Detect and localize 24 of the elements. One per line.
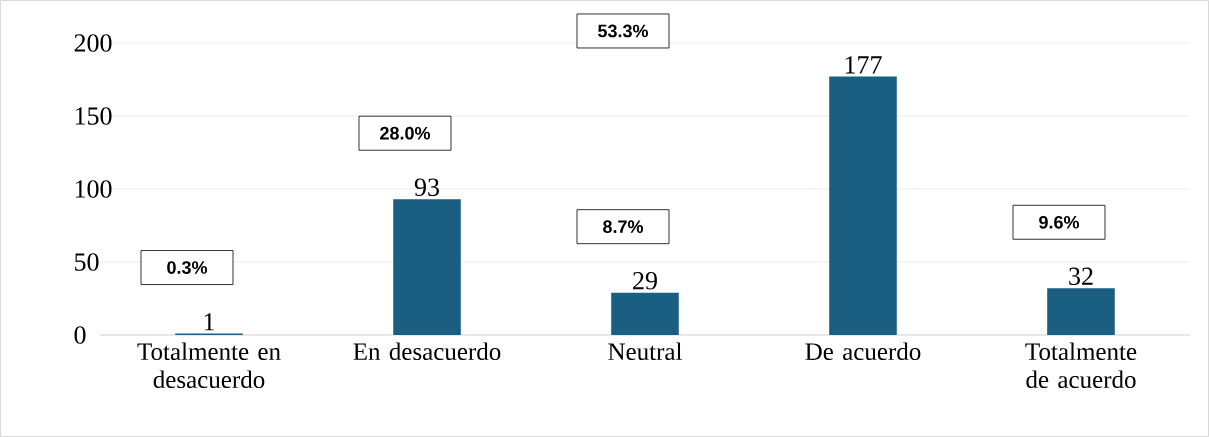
annotation: 8.7% — [603, 220, 644, 234]
data-label: 29 — [633, 271, 657, 290]
bar — [611, 292, 679, 335]
y-tick-label: 0 — [74, 326, 86, 344]
bar — [393, 199, 461, 335]
annotation: 0.3% — [167, 261, 208, 274]
bar — [1047, 288, 1115, 335]
y-tick-label: 50 — [75, 253, 99, 271]
x-tick-label: Totalmente de acuerdo — [1025, 342, 1137, 389]
x-tick-label: En desacuerdo — [353, 342, 501, 361]
y-tick-label: 100 — [75, 180, 112, 198]
bar — [829, 76, 897, 335]
annotation: 9.6% — [1039, 215, 1080, 229]
data-label: 1 — [204, 313, 214, 331]
x-tick-label: Totalmente en desacuerdo — [137, 342, 281, 389]
text: 53.3% — [598, 24, 649, 38]
data-label: 93 — [414, 178, 439, 197]
annotation: 28.0% — [380, 126, 431, 140]
y-tick-label: 200 — [74, 34, 112, 52]
x-tick-label: De acuerdo — [805, 342, 921, 361]
x-tick-label: Neutral — [608, 342, 682, 361]
data-label: 177 — [845, 56, 882, 74]
data-label: 32 — [1069, 267, 1093, 286]
y-tick-label: 150 — [75, 107, 112, 125]
